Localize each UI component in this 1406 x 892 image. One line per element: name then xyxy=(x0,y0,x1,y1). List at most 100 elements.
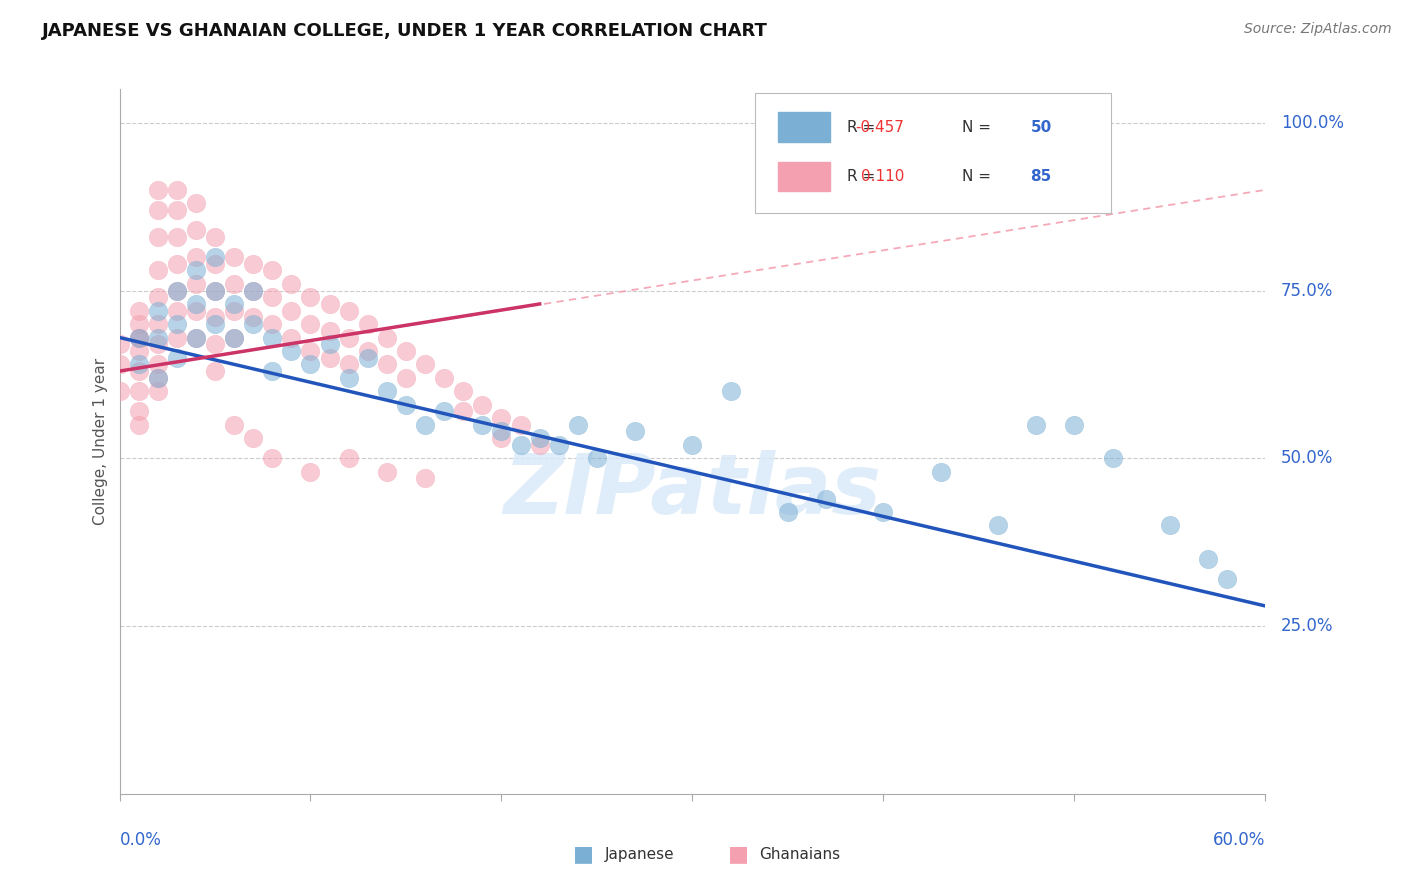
Text: -0.457: -0.457 xyxy=(856,120,904,135)
Point xyxy=(1063,417,1085,432)
Point xyxy=(166,284,188,298)
Point xyxy=(262,451,284,466)
Text: 0.110: 0.110 xyxy=(860,169,904,184)
Point xyxy=(222,250,246,264)
Point xyxy=(280,303,302,318)
Point xyxy=(222,417,246,432)
Point xyxy=(299,465,322,479)
Text: JAPANESE VS GHANAIAN COLLEGE, UNDER 1 YEAR CORRELATION CHART: JAPANESE VS GHANAIAN COLLEGE, UNDER 1 YE… xyxy=(42,22,768,40)
Text: N =: N = xyxy=(962,120,995,135)
Bar xyxy=(779,161,830,192)
Point xyxy=(166,202,188,217)
Point xyxy=(395,343,418,358)
Point xyxy=(128,417,150,432)
Point xyxy=(204,257,226,271)
Point xyxy=(509,438,531,452)
Point xyxy=(262,263,284,277)
Point xyxy=(204,230,226,244)
Point xyxy=(262,317,284,331)
Point xyxy=(242,431,264,445)
Point xyxy=(262,364,284,378)
Point xyxy=(433,371,456,385)
Point xyxy=(242,257,264,271)
Point xyxy=(128,317,150,331)
Point xyxy=(222,330,246,344)
Point xyxy=(166,317,188,331)
Text: 50.0%: 50.0% xyxy=(1281,450,1333,467)
Point xyxy=(166,303,188,318)
Point xyxy=(624,425,647,439)
Point xyxy=(395,371,418,385)
Point xyxy=(146,202,169,217)
Point xyxy=(929,465,952,479)
Point xyxy=(357,317,380,331)
Point xyxy=(471,398,494,412)
Point xyxy=(204,284,226,298)
Point xyxy=(280,330,302,344)
Point xyxy=(128,364,150,378)
Point xyxy=(184,277,207,291)
Point xyxy=(318,351,340,365)
Point xyxy=(299,343,322,358)
Point xyxy=(146,371,169,385)
Point xyxy=(280,277,302,291)
Point xyxy=(491,425,513,439)
Text: Source: ZipAtlas.com: Source: ZipAtlas.com xyxy=(1244,22,1392,37)
Point xyxy=(204,337,226,351)
Point xyxy=(146,303,169,318)
Point xyxy=(357,351,380,365)
Text: 50: 50 xyxy=(1031,120,1052,135)
Point xyxy=(413,357,436,371)
Point xyxy=(375,384,398,399)
Point xyxy=(1216,572,1239,586)
Point xyxy=(337,303,360,318)
Point xyxy=(184,297,207,311)
Bar xyxy=(779,112,830,142)
Point xyxy=(184,223,207,237)
Point xyxy=(108,384,131,399)
Point xyxy=(146,337,169,351)
Point xyxy=(280,343,302,358)
Point xyxy=(222,330,246,344)
Point xyxy=(184,330,207,344)
Point xyxy=(1159,518,1181,533)
Point xyxy=(222,297,246,311)
Point xyxy=(395,398,418,412)
Y-axis label: College, Under 1 year: College, Under 1 year xyxy=(93,358,108,525)
Point xyxy=(184,303,207,318)
Point xyxy=(204,317,226,331)
Point xyxy=(108,357,131,371)
Point xyxy=(529,431,551,445)
Point xyxy=(681,438,703,452)
Point xyxy=(184,196,207,211)
Point xyxy=(146,183,169,197)
Point xyxy=(471,417,494,432)
Point xyxy=(1101,451,1123,466)
Point xyxy=(357,343,380,358)
Point xyxy=(318,297,340,311)
Point xyxy=(222,303,246,318)
Point xyxy=(375,465,398,479)
Text: 85: 85 xyxy=(1031,169,1052,184)
Text: 25.0%: 25.0% xyxy=(1281,617,1333,635)
Point xyxy=(128,330,150,344)
Point xyxy=(318,337,340,351)
Point xyxy=(184,330,207,344)
Point xyxy=(1197,552,1219,566)
Point xyxy=(146,290,169,304)
Point xyxy=(262,330,284,344)
Point xyxy=(184,263,207,277)
Point xyxy=(146,330,169,344)
Point xyxy=(128,330,150,344)
Point xyxy=(491,431,513,445)
Point xyxy=(146,263,169,277)
Point xyxy=(337,451,360,466)
Point xyxy=(299,357,322,371)
Point xyxy=(547,438,569,452)
FancyBboxPatch shape xyxy=(755,93,1111,212)
Point xyxy=(204,250,226,264)
Point xyxy=(299,317,322,331)
Text: R =: R = xyxy=(848,169,886,184)
Point xyxy=(166,257,188,271)
Point xyxy=(108,337,131,351)
